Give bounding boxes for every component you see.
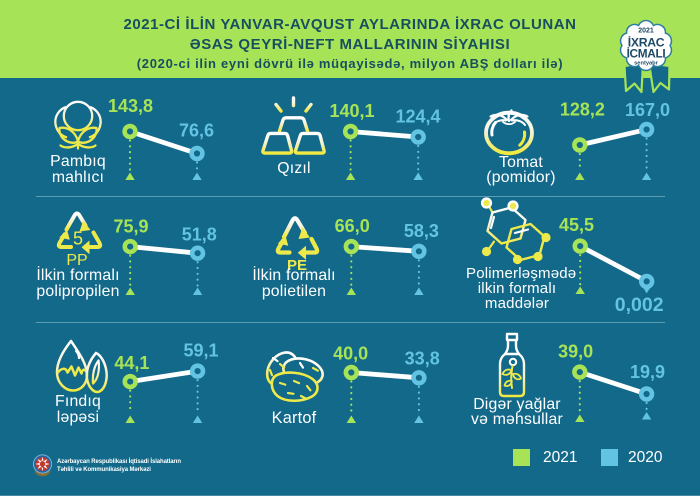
svg-text:59,1: 59,1 [183, 341, 218, 361]
svg-text:İCMALI: İCMALI [627, 47, 666, 61]
svg-text:124,4: 124,4 [395, 107, 440, 127]
svg-text:66,0: 66,0 [335, 216, 370, 236]
svg-text:51,8: 51,8 [182, 225, 217, 245]
svg-text:40,0: 40,0 [333, 344, 368, 364]
svg-text:143,8: 143,8 [108, 96, 153, 116]
svg-text:2021: 2021 [638, 28, 654, 35]
svg-text:sentyabr: sentyabr [634, 61, 658, 67]
svg-text:45,5: 45,5 [559, 215, 594, 235]
svg-text:39,0: 39,0 [558, 342, 593, 362]
svg-text:167,0: 167,0 [625, 100, 670, 120]
svg-text:PE: PE [287, 257, 307, 274]
svg-text:44,1: 44,1 [114, 353, 149, 373]
svg-text:128,2: 128,2 [560, 100, 605, 120]
svg-text:0,002: 0,002 [615, 294, 664, 316]
svg-text:5: 5 [73, 229, 83, 249]
svg-text:76,6: 76,6 [179, 121, 214, 141]
svg-text:140,1: 140,1 [329, 101, 374, 121]
svg-text:58,3: 58,3 [404, 221, 439, 241]
svg-text:75,9: 75,9 [113, 217, 148, 237]
svg-text:19,9: 19,9 [630, 362, 665, 382]
svg-text:İXRAC: İXRAC [628, 35, 665, 50]
svg-text:PP: PP [66, 252, 87, 269]
svg-text:33,8: 33,8 [405, 349, 440, 369]
